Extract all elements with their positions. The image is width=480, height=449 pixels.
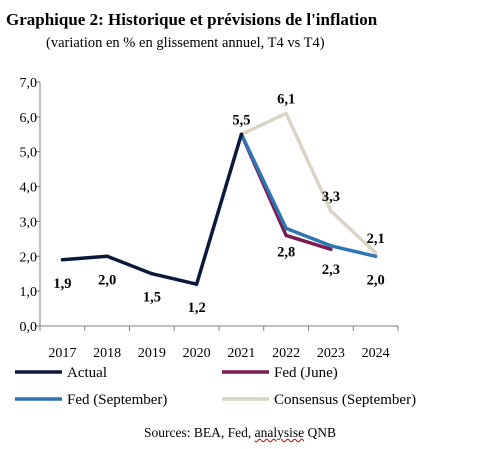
x-tick-label: 2021: [227, 346, 255, 361]
y-tick-label: 7,0: [20, 76, 38, 91]
chart-data-labels: 1,9 2,0 1,5 1,2 5,5 6,1 2,8 3,3 2,3 2,1 2,0: [53, 91, 384, 316]
y-tick-label: 1,0: [20, 285, 38, 300]
chart-subtitle: (variation en % en glissement annuel, T4…: [46, 35, 325, 51]
series-line-consensus-september: [239, 111, 378, 255]
source-note: Sources: BEA, Fed, analysise QNB: [0, 425, 480, 441]
data-label: 1,9: [53, 276, 71, 292]
source-prefix: Sources: BEA, Fed,: [143, 425, 255, 440]
legend-label-consensus-september: Consensus (September): [274, 392, 416, 408]
y-tick-label: 0,0: [20, 320, 38, 335]
source-suffix: QNB: [304, 425, 336, 440]
x-tick-label: 2018: [93, 346, 121, 361]
x-tick-label: 2017: [48, 346, 76, 361]
x-tick-label: 2019: [138, 346, 166, 361]
chart-series-lines: [60, 111, 378, 286]
y-tick-label: 2,0: [20, 250, 38, 265]
data-label: 2,8: [277, 244, 295, 260]
x-tick-label: 2023: [317, 346, 345, 361]
data-label: 5,5: [232, 112, 250, 128]
data-label: 3,3: [322, 189, 340, 205]
data-label: 2,0: [367, 272, 385, 288]
y-tick-label: 5,0: [20, 146, 38, 161]
data-label: 2,0: [98, 272, 116, 288]
chart-title: Graphique 2: Historique et prévisions de…: [6, 10, 378, 29]
data-label: 1,5: [143, 290, 161, 306]
data-label: 2,1: [367, 231, 385, 247]
legend-label-fed-september: Fed (September): [67, 392, 167, 408]
data-label: 1,2: [188, 300, 206, 316]
data-label: 6,1: [277, 91, 295, 107]
series-line-fed-june: [239, 132, 333, 252]
legend-label-actual: Actual: [67, 365, 107, 381]
y-tick-label: 4,0: [20, 181, 38, 196]
legend-label-fed-june: Fed (June): [274, 365, 338, 381]
series-line-fed-september: [239, 132, 378, 259]
chart-legend: Actual Fed (June) Fed (September) Consensus…: [15, 365, 416, 408]
y-tick-label: 6,0: [20, 111, 38, 126]
x-tick-label: 2024: [362, 346, 390, 361]
data-label: 2,3: [322, 262, 340, 278]
chart-axes: 0,0 1,0 2,0 3,0 4,0 5,0 6,0 7,0 2017 2018 2019 2020…: [20, 76, 399, 361]
source-underlined-word: analysise: [254, 425, 305, 440]
series-line-actual: [60, 132, 244, 286]
x-tick-label: 2020: [183, 346, 211, 361]
y-tick-label: 3,0: [20, 215, 38, 230]
x-tick-label: 2022: [272, 346, 300, 361]
